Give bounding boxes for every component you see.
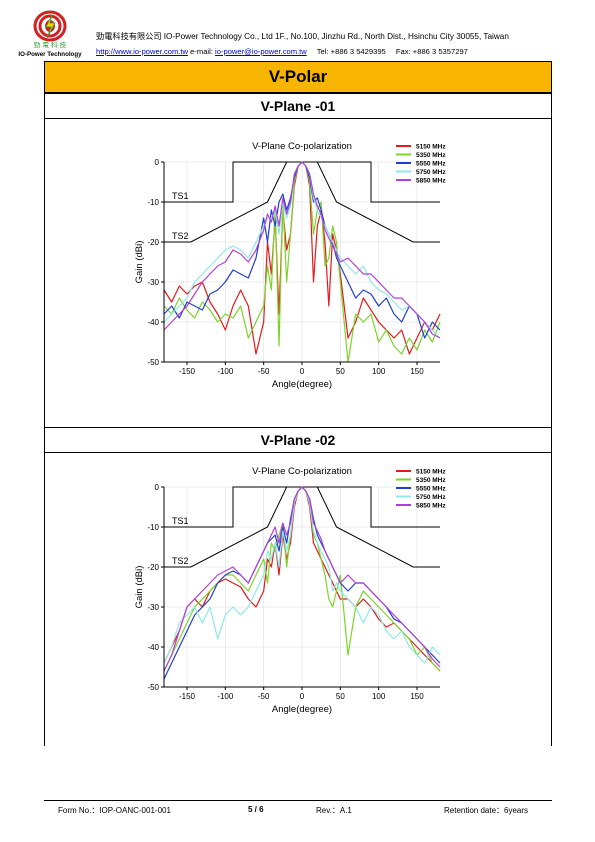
page-title: V-Polar <box>44 61 552 93</box>
c1-legend-label-1: 5350 MHz <box>416 477 446 484</box>
email-label: e-mail: <box>190 47 213 56</box>
contact-line: http://www.io-power.com.tw e-mail: io-po… <box>96 47 468 56</box>
section-title-1: V-Plane -01 <box>44 93 552 119</box>
c1-legend-label-0: 5150 MHz <box>416 469 446 476</box>
c0-y-axis-label: Gain (dBi) <box>134 241 145 284</box>
c1-x-tick-label: -150 <box>179 692 196 701</box>
c1-x-tick-label: 100 <box>372 692 386 701</box>
c1-legend-label-3: 5750 MHz <box>416 494 446 501</box>
c0-x-tick-label: 50 <box>336 367 345 376</box>
c0-legend-label-4: 5850 MHz <box>416 178 446 185</box>
c0-y-tick-label: 0 <box>155 158 160 167</box>
c1-y-tick-label: -40 <box>147 643 159 652</box>
c1-legend-label-4: 5850 MHz <box>416 503 446 510</box>
logo-text-cn: 勁 電 科 技 <box>34 40 67 49</box>
c1-x-tick-label: -50 <box>258 692 270 701</box>
company-line: 勁電科技有限公司 IO-Power Technology Co., Ltd 1F… <box>96 32 509 41</box>
c1-series-line-4 <box>163 486 441 672</box>
c0-y-tick-label: -40 <box>147 318 159 327</box>
c1-y-tick-label: -30 <box>147 603 159 612</box>
c1-x-tick-label: -100 <box>217 692 234 701</box>
footer-revision: Rev.：A.1 <box>316 806 352 815</box>
c0-legend-label-1: 5350 MHz <box>416 152 446 159</box>
c1-x-tick-label: 50 <box>336 692 345 701</box>
email-link[interactable]: io-power@io-power.com.tw <box>215 47 307 56</box>
c0-x-tick-label: -150 <box>179 367 196 376</box>
company-logo: 勁 電 科 技 IO-Power Technology <box>18 10 82 58</box>
c0-legend-label-2: 5550 MHz <box>416 161 446 168</box>
c0-x-tick-label: 0 <box>300 367 305 376</box>
c0-x-tick-label: -50 <box>258 367 270 376</box>
c1-y-tick-label: -50 <box>147 683 159 692</box>
c0-y-tick-label: -10 <box>147 198 159 207</box>
c0-x-tick-label: 150 <box>410 367 424 376</box>
c1-chart-title: V-Plane Co-polarization <box>252 466 352 477</box>
c0-chart-title: V-Plane Co-polarization <box>252 141 352 152</box>
c0-series-line-4 <box>163 161 441 339</box>
footer-retention: Retention date：6years <box>444 806 529 815</box>
c1-y-axis-label: Gain (dBi) <box>134 566 145 609</box>
footer-form-no: Form No.：IOP-OANC-001-001 <box>58 806 171 815</box>
section-title-2: V-Plane -02 <box>44 427 552 453</box>
c1-y-tick-label: 0 <box>155 483 160 492</box>
c0-legend-label-0: 5150 MHz <box>416 144 446 151</box>
c0-y-tick-label: -20 <box>147 238 159 247</box>
page-header: 勁 電 科 技 IO-Power Technology 勁電科技有限公司 IO-… <box>0 0 595 60</box>
c0-x-tick-label: 100 <box>372 367 386 376</box>
page-footer: Form No.：IOP-OANC-001-001 5 / 6 Rev.：A.1… <box>44 800 552 815</box>
c1-x-axis-label: Angle(degree) <box>272 704 332 715</box>
chart-vplane-01: TS1 TS2 -150 -100 -50 0 50 100 150 0 -10 -20 -30 -40 -… <box>134 141 446 390</box>
tel-text: Tel: +886 3 5429395 <box>316 47 386 56</box>
logo-text-en: IO-Power Technology <box>18 51 82 58</box>
c0-mask-label-ts1: TS1 <box>172 191 189 201</box>
c0-y-tick-label: -30 <box>147 278 159 287</box>
c0-x-tick-label: -100 <box>217 367 234 376</box>
c1-mask-label-ts1: TS1 <box>172 516 189 526</box>
c1-y-tick-label: -10 <box>147 523 159 532</box>
c0-y-tick-label: -50 <box>147 358 159 367</box>
c1-x-tick-label: 150 <box>410 692 424 701</box>
c1-y-tick-label: -20 <box>147 563 159 572</box>
c1-x-tick-label: 0 <box>300 692 305 701</box>
c0-x-axis-label: Angle(degree) <box>272 379 332 390</box>
footer-page-number: 5 / 6 <box>248 805 264 814</box>
chart-vplane-02: TS1 TS2 -150 -100 -50 0 50 100 150 0 -10 -20 -30 -40 -… <box>134 466 446 715</box>
c1-mask-label-ts2: TS2 <box>172 556 189 566</box>
c0-mask-label-ts2: TS2 <box>172 231 189 241</box>
website-link[interactable]: http://www.io-power.com.tw <box>96 47 188 56</box>
c0-legend-label-3: 5750 MHz <box>416 169 446 176</box>
c1-legend-label-2: 5550 MHz <box>416 486 446 493</box>
fax-text: Fax: +886 3 5357297 <box>395 47 468 56</box>
